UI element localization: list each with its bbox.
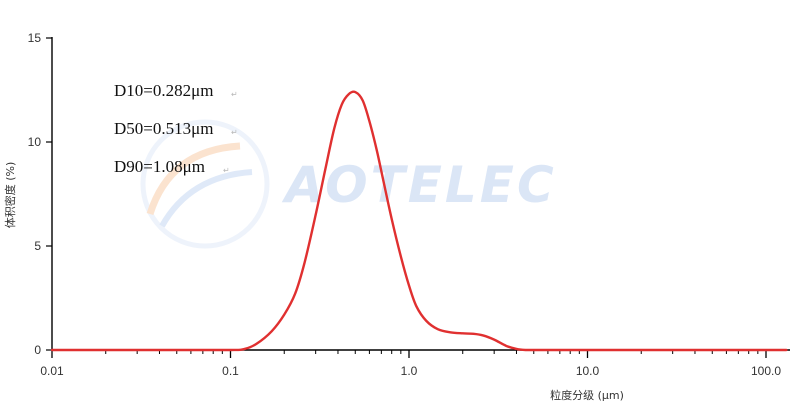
x-tick-label: 10.0 <box>576 364 600 378</box>
y-axis-title: 体积密度 (%) <box>3 162 17 229</box>
annotation-d10-mark: ↵ <box>231 90 238 99</box>
annotation-d90-mark: ↵ <box>223 166 230 175</box>
x-tick-label: 1.0 <box>401 364 418 378</box>
x-tick-label: 100.0 <box>751 364 781 378</box>
x-tick-label: 0.01 <box>40 364 64 378</box>
annotation-d10: D10=0.282μm <box>114 81 213 100</box>
watermark-logo: AOTELEC <box>140 119 554 249</box>
annotation-d50: D50=0.513μm <box>114 119 213 138</box>
annotation-d50-mark: ↵ <box>231 128 238 137</box>
x-axis-title: 粒度分级 (μm) <box>550 388 624 402</box>
y-tick-label: 10 <box>28 135 42 149</box>
plot-area <box>50 90 788 352</box>
distribution-line <box>50 90 788 352</box>
x-tick-label: 0.1 <box>222 364 239 378</box>
y-tick-label: 5 <box>34 239 41 253</box>
y-tick-label: 15 <box>28 31 42 45</box>
annotation-d90: D90=1.08μm <box>114 157 205 176</box>
annotations: D10=0.282μm ↵ D50=0.513μm ↵ D90=1.08μm ↵ <box>114 81 238 176</box>
y-tick-label: 0 <box>34 343 41 357</box>
